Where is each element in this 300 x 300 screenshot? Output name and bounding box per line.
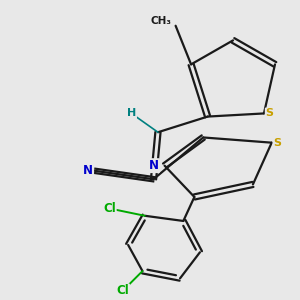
Text: Cl: Cl <box>103 202 116 215</box>
Text: H: H <box>127 108 136 118</box>
Text: N: N <box>83 164 93 177</box>
Text: CH₃: CH₃ <box>150 16 171 26</box>
Text: S: S <box>273 138 281 148</box>
Text: S: S <box>266 108 274 118</box>
Text: N: N <box>149 159 159 172</box>
Text: Cl: Cl <box>116 284 129 297</box>
